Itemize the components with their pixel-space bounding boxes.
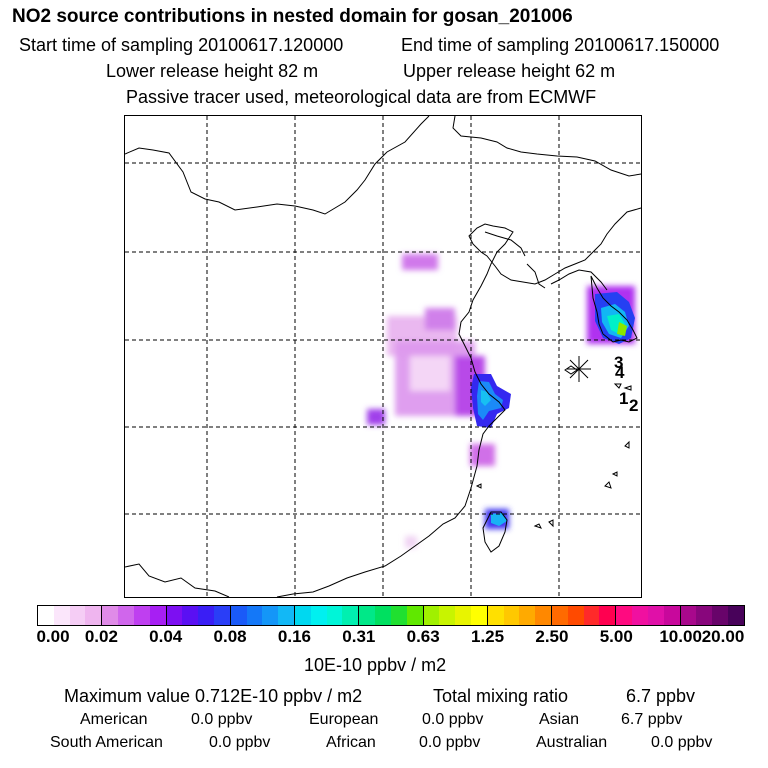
colorbar-segment [359, 606, 376, 625]
colorbar-tick-label: 1.25 [470, 627, 505, 646]
region-name-south-american: South American [50, 734, 163, 751]
colorbar-segment [230, 606, 247, 625]
colorbar-segment [278, 606, 295, 625]
colorbar [37, 605, 745, 626]
colorbar-segment [535, 606, 552, 625]
map-canvas: 3 4 1 2 [125, 116, 641, 597]
colorbar-segment [406, 606, 424, 625]
colorbar-segment [390, 606, 407, 625]
colorbar-segment [85, 606, 103, 625]
colorbar-segment [632, 606, 648, 625]
total-mixing-ratio-label: Total mixing ratio [433, 686, 569, 706]
colorbar-segment [262, 606, 279, 625]
region-name-australian: Australian [536, 734, 608, 751]
colorbar-segment [133, 606, 150, 625]
region-value-american: 0.0 ppbv [191, 711, 253, 728]
colorbar-segment [69, 606, 86, 625]
colorbar-segment [567, 606, 584, 625]
region-value-australian: 0.0 ppbv [651, 734, 713, 751]
map-panel: 3 4 1 2 [124, 115, 642, 598]
colorbar-segment [310, 606, 327, 625]
colorbar-segment [342, 606, 360, 625]
maximum-value: Maximum value 0.712E-10 ppbv / m2 [64, 686, 363, 706]
region-value-european: 0.0 ppbv [422, 711, 484, 728]
station-label-2: 2 [629, 396, 638, 415]
coastlines [125, 116, 641, 597]
colorbar-segment [326, 606, 343, 625]
colorbar-segment [487, 606, 504, 625]
page-title: NO2 source contributions in nested domai… [12, 6, 573, 27]
colorbar-segment [712, 606, 728, 625]
colorbar-tick-label: 10.00 [659, 627, 702, 646]
colorbar-segment [680, 606, 697, 625]
colorbar-segment [375, 606, 391, 625]
station-label-1: 1 [619, 389, 628, 408]
colorbar-segment [118, 606, 134, 625]
region-name-european: European [309, 711, 379, 728]
colorbar-segment [149, 606, 167, 625]
colorbar-segment [38, 606, 54, 625]
colorbar-segment [423, 606, 440, 625]
station-label-3: 3 [614, 353, 623, 372]
colorbar-segment [455, 606, 471, 625]
colorbar-segment [166, 606, 183, 625]
colorbar-segment [182, 606, 199, 625]
lower-release-height-label: Lower release height 82 m [106, 61, 319, 81]
colorbar-unit: 10E-10 ppbv / m2 [304, 655, 447, 675]
colorbar-segment [198, 606, 214, 625]
colorbar-segment [552, 606, 568, 625]
start-time-label: Start time of sampling 20100617.120000 [19, 35, 344, 55]
tracer-note: Passive tracer used, meteorological data… [126, 87, 597, 107]
colorbar-segment [439, 606, 456, 625]
region-name-asian: Asian [539, 711, 580, 728]
colorbar-tick-label: 0.08 [213, 627, 247, 646]
colorbar-tick-label: 5.00 [599, 627, 633, 646]
region-name-american: American [80, 711, 148, 728]
receptor-star-icon [567, 356, 591, 382]
colorbar-tick-label: 0.04 [149, 627, 183, 646]
upper-release-height-label: Upper release height 62 m [403, 61, 616, 81]
colorbar-segment [663, 606, 681, 625]
total-mixing-ratio-value: 6.7 ppbv [626, 686, 696, 706]
colorbar-segment [53, 606, 70, 625]
colorbar-segment [696, 606, 713, 625]
colorbar-segment [246, 606, 263, 625]
colorbar-tick-label: 0.16 [277, 627, 311, 646]
colorbar-tick-label: 0.02 [84, 627, 118, 646]
colorbar-tick-label: 0.31 [342, 627, 376, 646]
colorbar-segment [470, 606, 488, 625]
concentration-core [471, 292, 635, 526]
lat-lon-grid [125, 116, 641, 597]
colorbar-segment [599, 606, 617, 625]
region-value-african: 0.0 ppbv [419, 734, 481, 751]
end-time-label: End time of sampling 20100617.150000 [401, 35, 720, 55]
colorbar-segment [727, 606, 744, 625]
colorbar-segment [503, 606, 520, 625]
colorbar-segment [647, 606, 664, 625]
region-name-african: African [326, 734, 376, 751]
station-label-4: 4 [615, 363, 625, 382]
region-value-asian: 6.7 ppbv [621, 711, 683, 728]
colorbar-tick-label: 0.00 [36, 627, 70, 646]
colorbar-segment [583, 606, 600, 625]
region-value-south-american: 0.0 ppbv [209, 734, 271, 751]
colorbar-segment [519, 606, 536, 625]
colorbar-segment [102, 606, 119, 625]
colorbar-tick-label: 2.50 [535, 627, 569, 646]
colorbar-tick-label: 20.00 [701, 627, 745, 646]
colorbar-segment [295, 606, 311, 625]
colorbar-segment [616, 606, 633, 625]
colorbar-tick-label: 0.63 [406, 627, 440, 646]
colorbar-segment [213, 606, 231, 625]
